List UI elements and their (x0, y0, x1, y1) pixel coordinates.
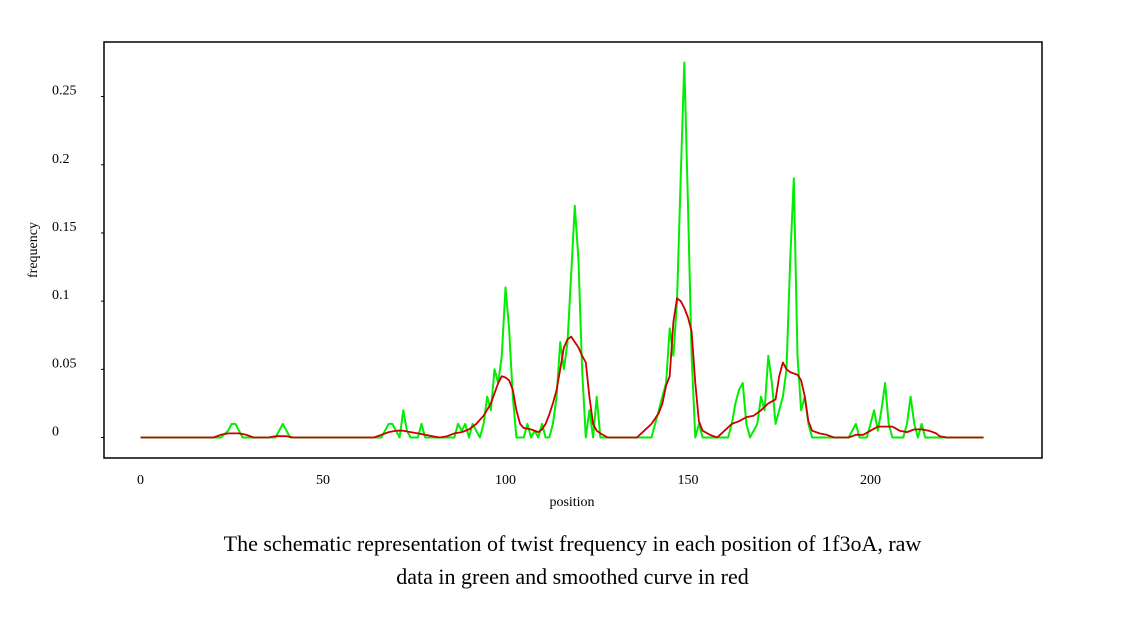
caption-line-2: data in green and smoothed curve in red (396, 564, 749, 589)
chart: 0 0.05 0.1 0.15 0.2 0.25 0 50 100 150 200 positio… (26, 41, 1043, 510)
y-axis-label: frequency (26, 222, 41, 278)
figure-caption: The schematic representation of twist fr… (0, 527, 1145, 593)
y-tick-label: 0.1 (52, 288, 70, 303)
x-tick-label: 100 (495, 473, 516, 488)
y-tick-label: 0.25 (52, 84, 77, 99)
x-axis-ticks: 0 50 100 150 200 (137, 473, 881, 488)
y-axis-ticks: 0 0.05 0.1 0.15 0.2 0.25 (52, 84, 104, 440)
y-tick-label: 0.05 (52, 356, 77, 371)
smoothed-curve-line (140, 297, 984, 439)
x-tick-label: 150 (677, 473, 698, 488)
x-tick-label: 50 (316, 473, 330, 488)
y-tick-label: 0.15 (52, 220, 77, 235)
x-tick-label: 0 (137, 473, 144, 488)
raw-data-line (140, 61, 984, 439)
x-tick-label: 200 (860, 473, 881, 488)
y-tick-label: 0.2 (52, 152, 70, 167)
caption-line-1: The schematic representation of twist fr… (223, 531, 922, 556)
series-layer (140, 61, 984, 439)
plot-frame (103, 41, 1043, 459)
x-axis-label: position (549, 495, 594, 510)
y-tick-label: 0 (52, 425, 59, 440)
